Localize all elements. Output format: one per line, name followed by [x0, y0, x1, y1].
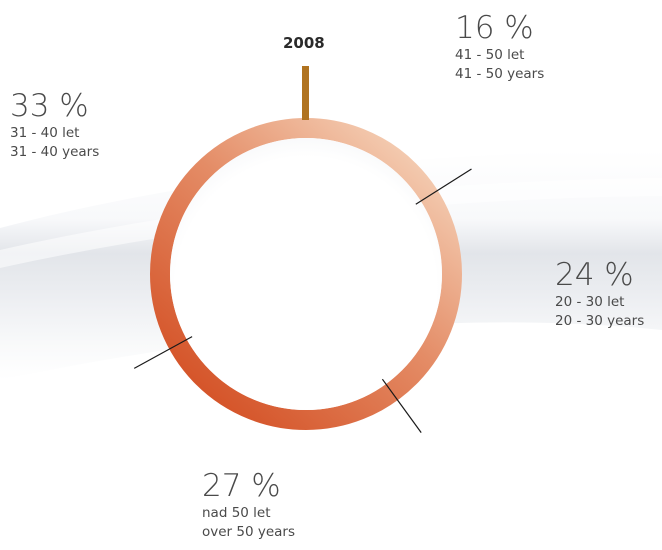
slice-label-31-40: 33 % 31 - 40 let 31 - 40 years — [10, 88, 99, 162]
slice-label-41-50: 16 % 41 - 50 let 41 - 50 years — [455, 10, 544, 84]
slice-percent: 33 % — [10, 88, 89, 124]
slice-label-cs: nad 50 let — [202, 505, 271, 521]
slice-percent: 16 % — [455, 10, 534, 46]
slice-label-over-50: 27 % nad 50 let over 50 years — [202, 468, 295, 542]
slice-label-en: over 50 years — [202, 524, 296, 540]
donut-hole — [170, 138, 442, 410]
slice-label-cs: 31 - 40 let — [10, 125, 80, 141]
donut-ring — [150, 118, 462, 430]
slice-label-cs: 41 - 50 let — [455, 47, 525, 63]
slice-boundary-leader-line — [381, 378, 422, 433]
chart-title-year: 2008 — [283, 34, 325, 52]
slice-percent: 27 % — [202, 468, 281, 504]
slice-percent: 24 % — [555, 257, 634, 293]
slice-label-en: 20 - 30 years — [555, 313, 645, 329]
slice-label-en: 31 - 40 years — [10, 144, 100, 160]
slice-label-cs: 20 - 30 let — [555, 294, 625, 310]
slice-boundary-leader-line — [415, 168, 472, 205]
slice-boundary-leader-line — [133, 336, 193, 369]
slice-label-20-30: 24 % 20 - 30 let 20 - 30 years — [555, 257, 644, 331]
slice-label-en: 41 - 50 years — [455, 66, 545, 82]
year-marker — [302, 66, 309, 120]
background-swoosh-highlight — [0, 178, 662, 268]
